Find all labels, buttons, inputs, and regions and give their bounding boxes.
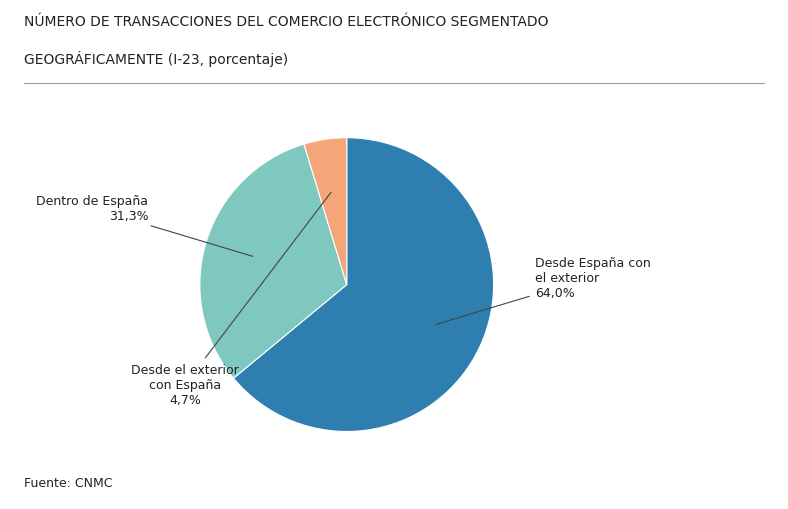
Text: GEOGRÁFICAMENTE (I-23, porcentaje): GEOGRÁFICAMENTE (I-23, porcentaje) (24, 51, 288, 67)
Text: Dentro de España
31,3%: Dentro de España 31,3% (36, 195, 253, 257)
Text: Fuente: CNMC: Fuente: CNMC (24, 476, 112, 489)
Wedge shape (304, 138, 347, 285)
Wedge shape (233, 138, 493, 432)
Text: NÚMERO DE TRANSACCIONES DEL COMERCIO ELECTRÓNICO SEGMENTADO: NÚMERO DE TRANSACCIONES DEL COMERCIO ELE… (24, 15, 548, 29)
Wedge shape (200, 145, 347, 379)
Text: Desde España con
el exterior
64,0%: Desde España con el exterior 64,0% (436, 256, 650, 325)
Text: Desde el exterior
con España
4,7%: Desde el exterior con España 4,7% (132, 193, 331, 406)
